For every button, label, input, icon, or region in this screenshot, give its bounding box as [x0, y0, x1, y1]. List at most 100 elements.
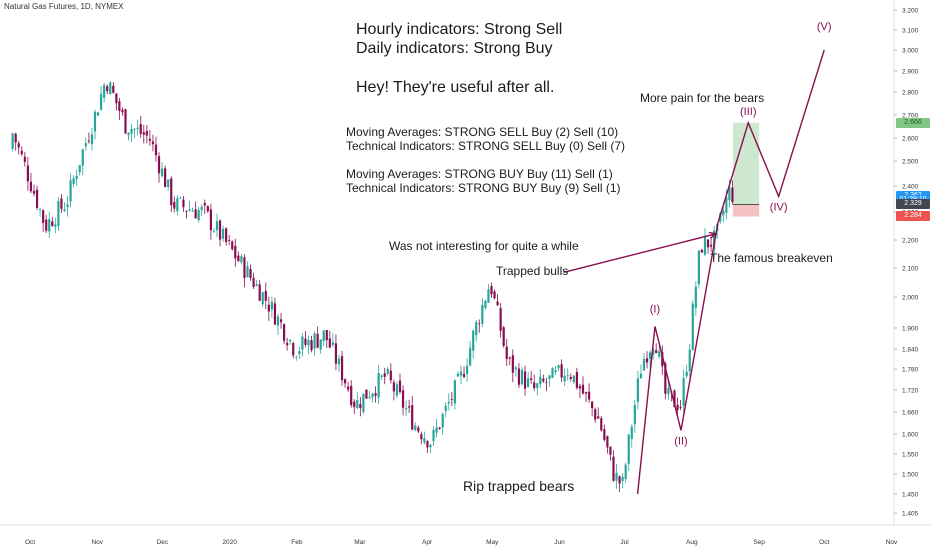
candle-body	[273, 303, 277, 325]
candle-body	[267, 304, 270, 312]
candle-body	[42, 210, 45, 223]
famous-breakeven-label: The famous breakeven	[710, 251, 833, 265]
price-tick-label: 1.780	[902, 367, 919, 374]
candle-body	[581, 384, 585, 394]
candle-body	[426, 441, 429, 448]
candle-body	[560, 364, 563, 378]
candle-body	[575, 371, 578, 388]
candle-body	[530, 378, 533, 380]
candle-body	[615, 472, 618, 481]
candle-body	[188, 209, 191, 211]
wave-label: (II)	[674, 435, 687, 447]
position-zone-group	[733, 122, 760, 217]
candle-body	[127, 132, 130, 135]
price-tick-label: 2.400	[902, 184, 919, 191]
candle-body	[682, 378, 685, 406]
candle-body	[206, 206, 209, 212]
symbol-label: Natural Gas Futures, 1D, NYMEX	[4, 2, 124, 11]
price-tick-label: 2.700	[902, 113, 919, 120]
candle-body	[688, 349, 691, 372]
candle-body	[499, 308, 502, 331]
candle-body	[411, 405, 414, 430]
candle-body	[725, 197, 728, 213]
candle-body	[700, 249, 704, 253]
price-tick-label: 2.600	[902, 136, 919, 143]
candle-body	[17, 143, 20, 148]
time-tick-label: Oct	[25, 539, 35, 546]
price-tick-label: 3.200	[902, 8, 919, 15]
wave-label: (III)	[740, 106, 757, 118]
daily-moving-averages: Moving Averages: STRONG BUY Buy (11) Sel…	[346, 167, 613, 181]
candle-body	[578, 386, 582, 389]
candle-body	[14, 133, 17, 143]
time-tick-label: Feb	[291, 539, 303, 546]
candle-body	[469, 347, 472, 366]
more-pain-label: More pain for the bears	[640, 91, 765, 105]
candle-body	[438, 427, 441, 429]
candle-body	[170, 178, 173, 206]
candle-body	[472, 330, 475, 351]
price-tag: 2.666	[896, 117, 930, 128]
candle-body	[340, 356, 344, 381]
candle-body	[713, 230, 716, 250]
candle-body	[645, 358, 649, 363]
candle-body	[264, 290, 267, 301]
candle-body	[26, 165, 29, 182]
candle-body	[218, 220, 222, 240]
candle-body	[109, 82, 112, 95]
candle-body	[151, 141, 155, 145]
candle-body	[252, 277, 255, 287]
candle-body	[240, 256, 243, 263]
candle-body	[313, 333, 316, 349]
not-interesting-label: Was not interesting for quite a while	[389, 239, 579, 253]
candle-body	[633, 405, 636, 425]
candle-body	[234, 245, 237, 259]
candle-body	[365, 389, 368, 399]
candle-body	[536, 383, 539, 388]
candle-body	[295, 356, 298, 358]
candle-body	[347, 386, 350, 390]
time-axis: Oct Nov Dec 2020 Feb Mar Apr May Jun Jul Aug Sep Oct…	[25, 539, 898, 546]
target-zone	[733, 122, 760, 205]
candle-body	[487, 289, 490, 303]
candle-body	[66, 204, 69, 208]
candle-body	[261, 292, 264, 305]
candle-body	[136, 127, 139, 129]
price-tick-label: 1.720	[902, 388, 919, 395]
candle-body	[182, 199, 185, 208]
time-tick-label: Jul	[620, 539, 629, 546]
candle-body	[99, 93, 103, 110]
candle-body	[160, 168, 164, 177]
candle-body	[164, 168, 167, 188]
candle-body	[157, 156, 161, 174]
time-tick-label: Mar	[354, 539, 366, 546]
candle-body	[542, 378, 545, 382]
candle-body	[639, 373, 643, 379]
candle-body	[139, 124, 142, 134]
time-tick-label: Nov	[91, 539, 103, 546]
candle-body	[484, 300, 487, 308]
candle-body	[60, 198, 63, 209]
candle-body	[48, 218, 51, 232]
candle-body	[478, 323, 481, 325]
candle-body	[212, 231, 216, 233]
candle-body	[435, 427, 438, 433]
candle-body	[103, 85, 106, 98]
wave-label: (V)	[817, 21, 832, 33]
candle-body	[404, 408, 408, 410]
candle-body	[539, 376, 542, 385]
candle-body	[395, 384, 399, 396]
candle-body	[191, 211, 194, 212]
candle-body	[112, 85, 115, 93]
time-tick-label: May	[486, 539, 499, 546]
elliott-wave-group: (I) (II) (III) (IV) (V)	[563, 21, 832, 495]
candle-body	[35, 189, 39, 208]
candle-body	[414, 425, 417, 430]
candle-body	[386, 368, 389, 374]
candle-body	[453, 380, 456, 404]
candle-body	[591, 401, 594, 409]
candle-body	[368, 397, 371, 399]
candle-body	[655, 350, 658, 354]
candle-body	[228, 239, 231, 241]
